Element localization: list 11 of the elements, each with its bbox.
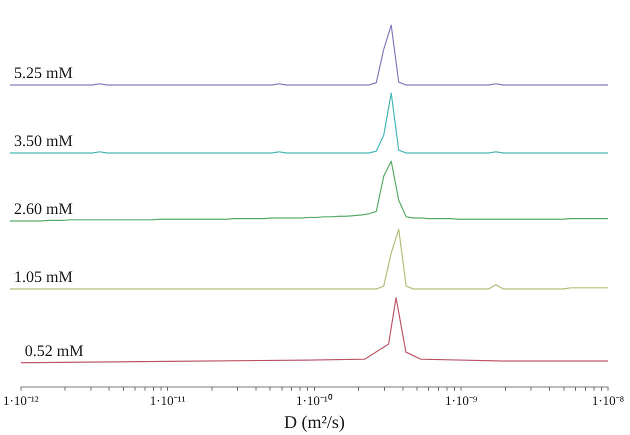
series-label: 3.50 mM	[14, 133, 73, 150]
x-axis-title: D (m²/s)	[284, 412, 345, 432]
x-tick-label: 1·10⁻¹²	[3, 393, 39, 408]
series-label: 1.05 mM	[14, 269, 73, 286]
x-tick-label: 1·10⁻⁹	[445, 393, 478, 408]
series-label: 2.60 mM	[14, 201, 73, 218]
series-label: 5.25 mM	[14, 65, 73, 82]
x-tick-label: 1·10⁻¹⁰	[296, 393, 333, 408]
series-label: 0.52 mM	[24, 342, 84, 360]
x-tick-label: 1·10⁻⁸	[592, 393, 625, 408]
x-tick-label: 1·10⁻¹¹	[150, 393, 186, 408]
